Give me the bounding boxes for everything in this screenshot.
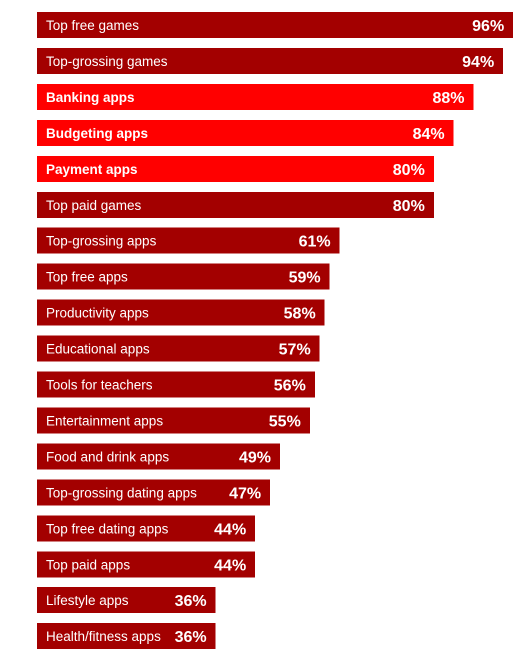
value-label: 96% — [472, 18, 504, 35]
value-label: 57% — [279, 342, 311, 359]
category-label: Health/fitness apps — [46, 629, 161, 644]
bar — [37, 155, 434, 182]
bar — [37, 479, 271, 506]
value-label: 55% — [269, 414, 301, 431]
value-label: 59% — [289, 270, 321, 287]
value-label: 61% — [299, 234, 331, 251]
value-label: 36% — [175, 593, 207, 610]
bars-layer: Top free games 96% Top-grossing games 94% Ba… — [37, 12, 514, 650]
value-label: 44% — [214, 521, 246, 538]
bar — [37, 191, 434, 218]
bar — [37, 227, 340, 254]
bar — [37, 12, 514, 38]
category-label: Food and drink apps — [46, 449, 169, 464]
category-label: Top-grossing dating apps — [46, 485, 197, 500]
bar — [37, 551, 256, 578]
value-label: 80% — [393, 162, 425, 179]
bar — [37, 443, 280, 470]
category-label: Banking apps — [46, 90, 135, 105]
category-label: Educational apps — [46, 342, 150, 357]
bar — [37, 515, 256, 542]
category-label: Top paid games — [46, 198, 142, 213]
bar — [37, 623, 216, 650]
bar — [37, 371, 315, 398]
value-label: 47% — [229, 485, 261, 502]
category-label: Top-grossing apps — [46, 234, 157, 249]
bar — [37, 83, 474, 110]
category-label: Tools for teachers — [46, 378, 153, 393]
value-label: 84% — [413, 126, 445, 143]
value-label: 56% — [274, 378, 306, 395]
bar — [37, 119, 454, 146]
bar — [37, 335, 320, 362]
bar — [37, 407, 310, 434]
value-label: 94% — [462, 54, 494, 71]
category-label: Top-grossing games — [46, 54, 168, 69]
value-label: 49% — [239, 449, 271, 466]
bar — [37, 587, 216, 614]
value-label: 44% — [214, 557, 246, 574]
value-label: 88% — [432, 90, 464, 107]
category-label: Productivity apps — [46, 306, 149, 321]
category-label: Lifestyle apps — [46, 593, 129, 608]
category-label: Entertainment apps — [46, 414, 163, 429]
bar — [37, 299, 325, 326]
bar — [37, 48, 504, 74]
category-label: Top free apps — [46, 270, 128, 285]
value-label: 36% — [175, 629, 207, 646]
value-label: 80% — [393, 198, 425, 215]
category-label: Budgeting apps — [46, 126, 148, 141]
bar — [37, 263, 330, 290]
value-label: 58% — [284, 306, 316, 323]
category-label: Top free dating apps — [46, 521, 169, 536]
category-label: Payment apps — [46, 162, 138, 177]
category-label: Top free games — [46, 18, 139, 33]
category-label: Top paid apps — [46, 557, 130, 572]
